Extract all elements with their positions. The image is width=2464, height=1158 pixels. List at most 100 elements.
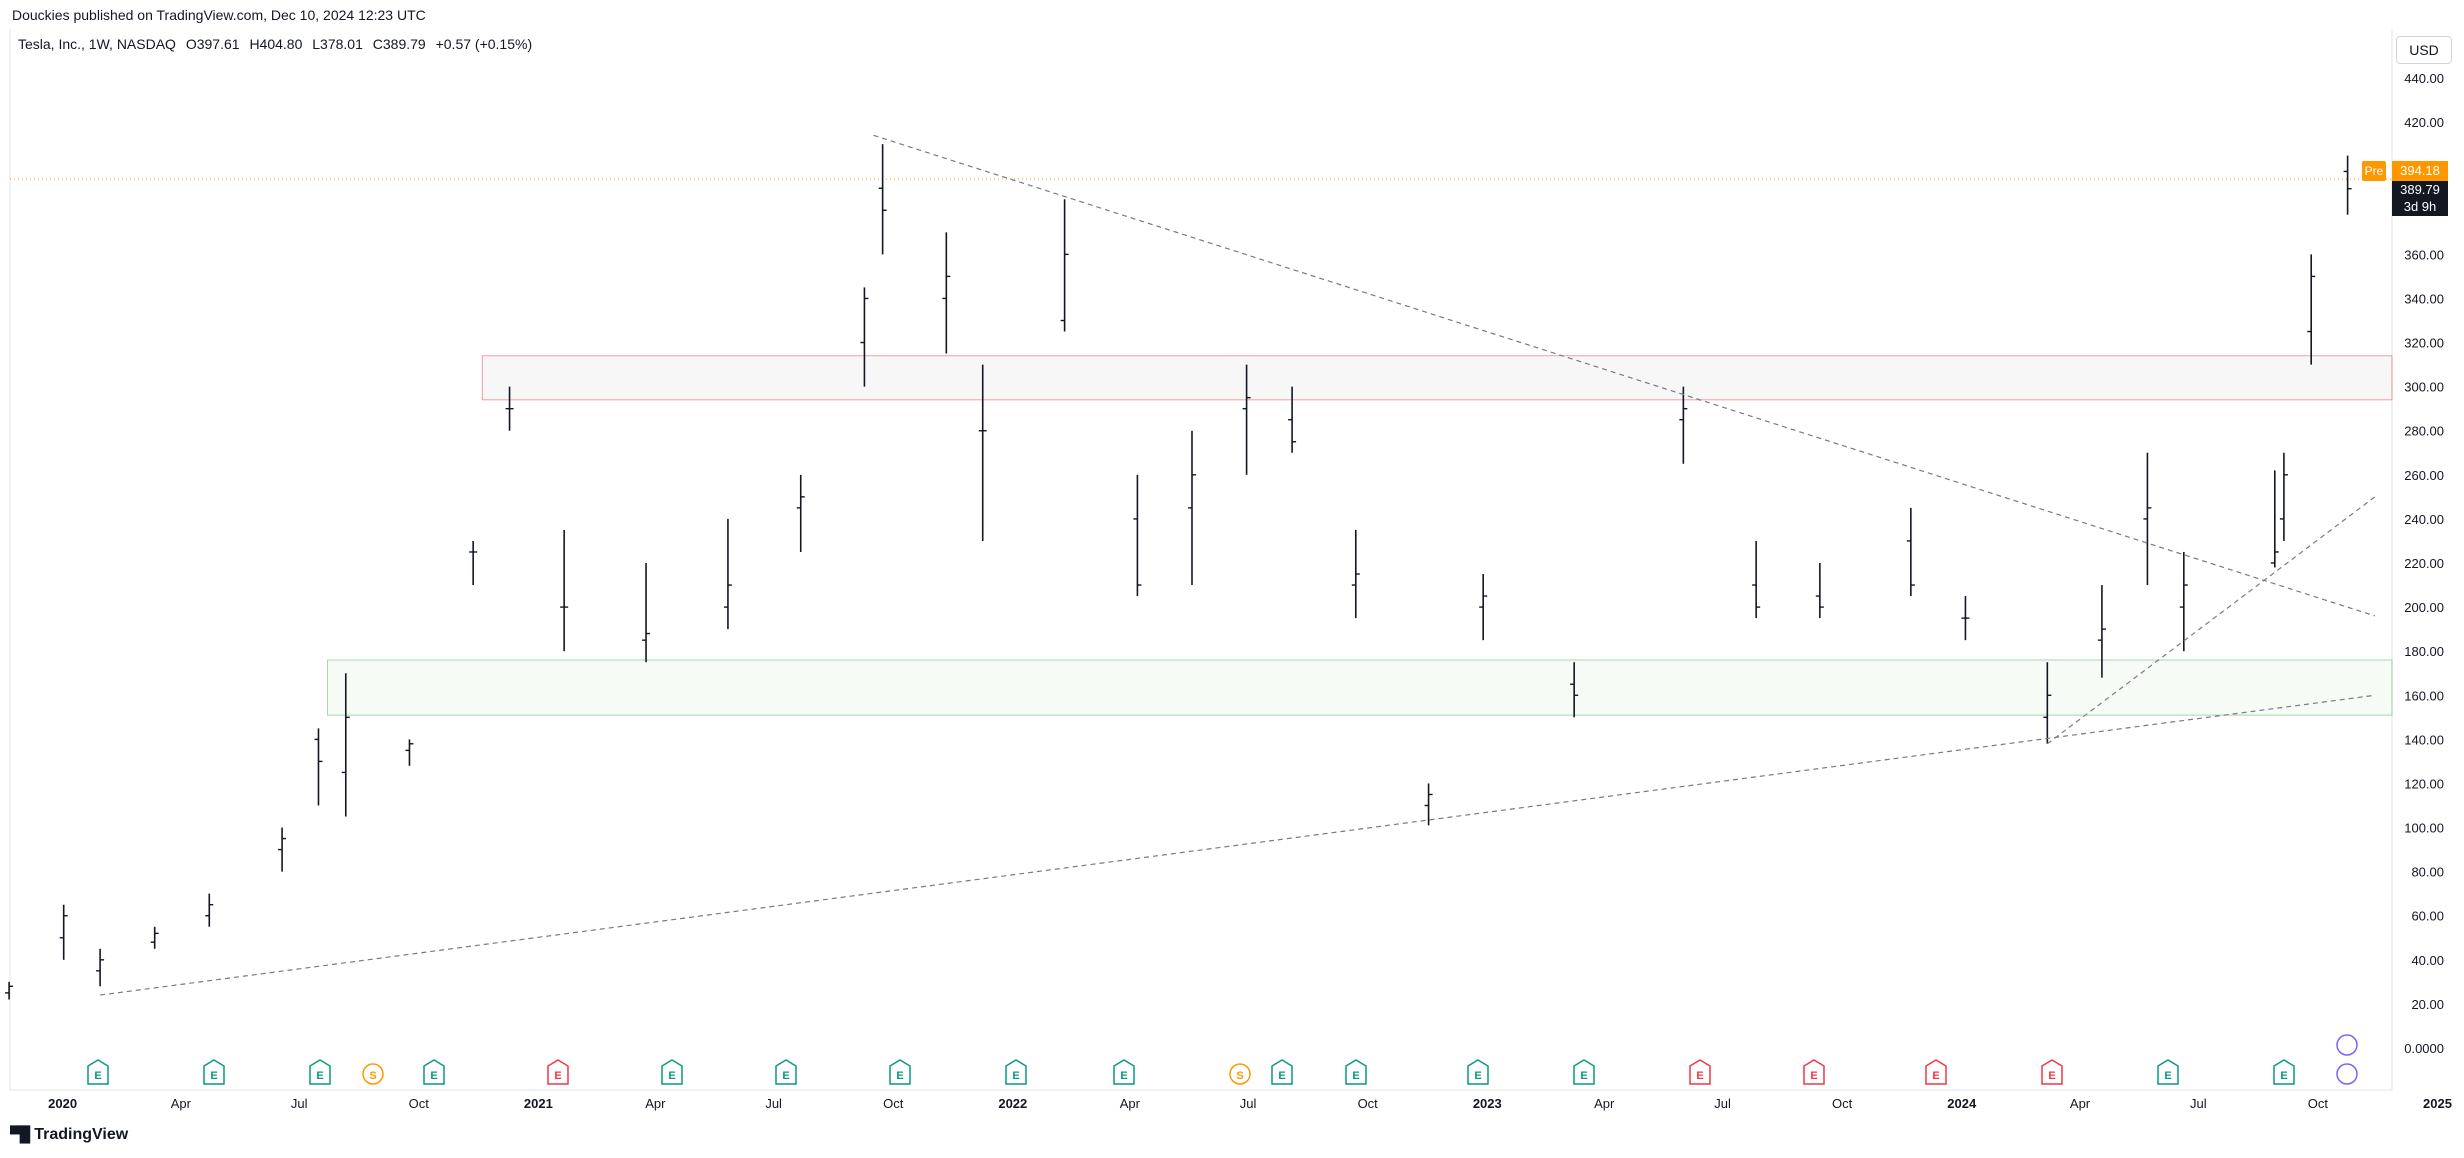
footer-brand[interactable]: ▀█ TradingView (10, 1126, 128, 1144)
price-tick-label: 240.00 (2404, 512, 2444, 527)
earnings-marker[interactable]: E (2041, 1059, 2063, 1085)
earnings-marker[interactable]: E (1345, 1059, 1367, 1085)
price-tick-label: 60.00 (2411, 909, 2444, 924)
ohlc-bar (2143, 452, 2152, 586)
earnings-marker[interactable]: E (1925, 1059, 1947, 1085)
upcoming-event-icon[interactable] (2336, 1063, 2358, 1085)
ohlc-bar (1060, 199, 1069, 332)
legend-low: L378.01 (312, 36, 363, 52)
earnings-marker[interactable]: E (423, 1059, 445, 1085)
earnings-marker[interactable]: E (1005, 1059, 1027, 1085)
event-marker-label: E (896, 1070, 903, 1082)
earnings-marker-shape (1689, 1059, 1711, 1085)
earnings-marker[interactable]: E (2273, 1059, 2295, 1085)
ohlc-bar (878, 144, 887, 255)
earnings-marker-shape (1573, 1059, 1595, 1085)
time-tick-label: Oct (1358, 1096, 1379, 1111)
earnings-marker[interactable]: E (661, 1059, 683, 1085)
legend-symbol: Tesla, Inc., 1W, NASDAQ (18, 36, 176, 52)
earnings-marker-shape (1467, 1059, 1489, 1085)
time-tick-label: Jul (1714, 1096, 1731, 1111)
ohlc-bar (2307, 254, 2316, 365)
earnings-marker-shape (423, 1059, 445, 1085)
ohlc-bar (560, 529, 569, 652)
price-tick-label: 120.00 (2404, 776, 2444, 791)
event-marker-label: E (668, 1070, 675, 1082)
legend-change: +0.57 (+0.15%) (435, 36, 533, 52)
ohlc-bar (59, 904, 68, 960)
zone-green (327, 659, 2393, 716)
earnings-marker[interactable]: E (889, 1059, 911, 1085)
earnings-marker[interactable]: E (87, 1059, 109, 1085)
earnings-marker[interactable]: E (203, 1059, 225, 1085)
price-tick-label: 160.00 (2404, 688, 2444, 703)
time-tick-label: 2024 (1947, 1096, 1977, 1111)
bar-countdown: 3d 9h (2403, 199, 2437, 214)
event-marker-label: E (2280, 1070, 2287, 1082)
ohlc-bar (96, 948, 105, 987)
price-tick-label: 0.0000 (2404, 1041, 2444, 1056)
footer-brand-text: TradingView (34, 1126, 129, 1143)
time-tick-label: Apr (1594, 1096, 1615, 1111)
event-marker-label: E (430, 1070, 437, 1082)
ohlc-bar (1906, 507, 1915, 597)
time-tick-label: Jul (1240, 1096, 1257, 1111)
price-tick-label: 440.00 (2404, 71, 2444, 86)
ohlc-bar (796, 474, 805, 552)
earnings-marker[interactable]: E (1803, 1059, 1825, 1085)
earnings-marker-shape (203, 1059, 225, 1085)
earnings-marker[interactable]: E (1689, 1059, 1711, 1085)
ohlc-bar (5, 981, 14, 1000)
price-tick-label: 180.00 (2404, 644, 2444, 659)
time-tick-label: 2025 (2423, 1096, 2452, 1111)
event-marker-label: E (1120, 1070, 1127, 1082)
ohlc-bar (2343, 155, 2352, 215)
event-marker-label: S (1236, 1070, 1243, 1082)
price-tick-label: 260.00 (2404, 468, 2444, 483)
earnings-marker[interactable]: E (309, 1059, 331, 1085)
earnings-marker-shape (87, 1059, 109, 1085)
last-price-box: 389.79 3d 9h (2392, 181, 2448, 216)
event-marker-label: E (2164, 1070, 2171, 1082)
earnings-marker[interactable]: E (1573, 1059, 1595, 1085)
earnings-marker[interactable]: E (1113, 1059, 1135, 1085)
earnings-marker[interactable]: E (547, 1059, 569, 1085)
currency-button[interactable]: USD (2396, 36, 2452, 64)
price-tick-label: 220.00 (2404, 556, 2444, 571)
price-tick-label: 140.00 (2404, 732, 2444, 747)
time-tick-label: Oct (1832, 1096, 1853, 1111)
split-marker[interactable]: S (1229, 1063, 1251, 1085)
premarket-price: 394.18 (2392, 161, 2448, 181)
ohlc-bar (1679, 386, 1688, 464)
event-marker-label: E (1932, 1070, 1939, 1082)
ohlc-bar (205, 893, 214, 927)
price-tick-label: 420.00 (2404, 115, 2444, 130)
earnings-marker[interactable]: E (1271, 1059, 1293, 1085)
ohlc-bar (1815, 563, 1824, 619)
ohlc-bar (1424, 783, 1433, 826)
published-text: Douckies published on TradingView.com, D… (12, 7, 426, 23)
price-tick-label: 320.00 (2404, 336, 2444, 351)
event-marker-label: E (1278, 1070, 1285, 1082)
time-tick-label: Apr (2070, 1096, 2091, 1111)
earnings-marker[interactable]: E (2157, 1059, 2179, 1085)
price-tick-label: 360.00 (2404, 247, 2444, 262)
ohlc-bar (1242, 364, 1251, 475)
split-marker[interactable]: S (362, 1063, 384, 1085)
event-marker-label: E (316, 1070, 323, 1082)
earnings-marker-shape (1005, 1059, 1027, 1085)
earnings-marker[interactable]: E (775, 1059, 797, 1085)
event-marker-label: E (1696, 1070, 1703, 1082)
ohlc-bar (1570, 662, 1579, 718)
earnings-marker[interactable]: E (1467, 1059, 1489, 1085)
earnings-marker-shape (2157, 1059, 2179, 1085)
ohlc-bar (150, 926, 159, 949)
upcoming-event-icon[interactable] (2336, 1034, 2358, 1056)
event-marker-label: E (1580, 1070, 1587, 1082)
ohlc-bar (2270, 470, 2279, 568)
price-tick-label: 340.00 (2404, 291, 2444, 306)
premarket-tag: Pre (2362, 161, 2386, 181)
time-tick-label: Jul (2190, 1096, 2207, 1111)
symbol-legend: Tesla, Inc., 1W, NASDAQ O397.61 H404.80 … (18, 36, 538, 52)
